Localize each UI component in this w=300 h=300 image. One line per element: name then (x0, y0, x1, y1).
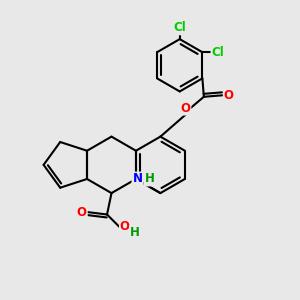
Text: O: O (120, 220, 130, 233)
Text: O: O (224, 89, 234, 102)
Text: H: H (144, 172, 154, 185)
Text: Cl: Cl (212, 46, 224, 59)
Text: O: O (77, 206, 87, 219)
Text: N: N (132, 172, 142, 185)
Text: H: H (130, 226, 140, 239)
Text: O: O (180, 102, 190, 115)
Text: Cl: Cl (173, 21, 186, 34)
